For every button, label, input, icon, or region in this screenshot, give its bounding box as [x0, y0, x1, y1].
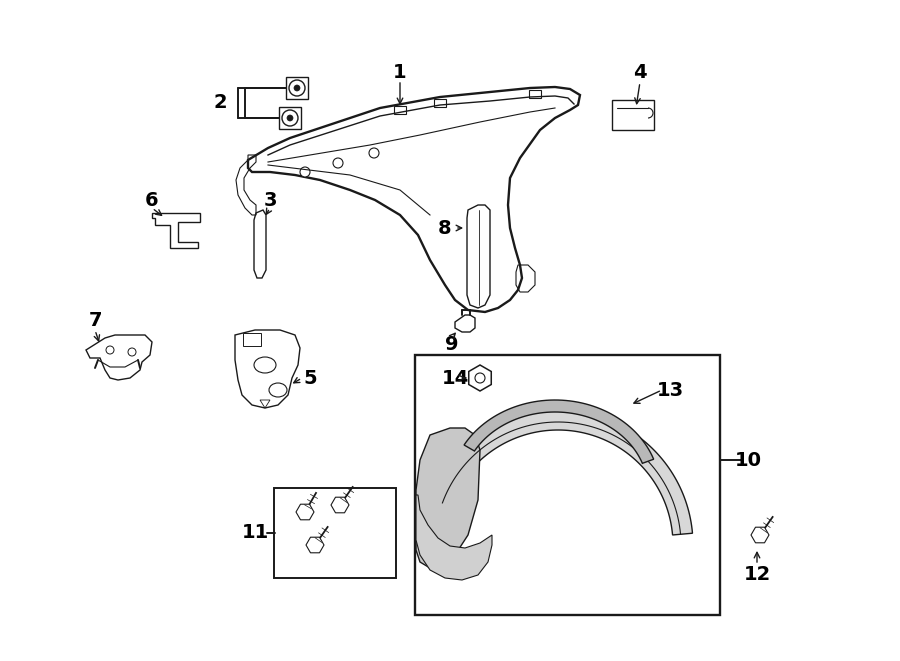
Ellipse shape: [254, 357, 276, 373]
Bar: [279, 107, 301, 129]
Bar: [529, 90, 541, 98]
Bar: [243, 333, 261, 346]
Bar: [612, 100, 654, 130]
Text: 11: 11: [241, 524, 268, 543]
Circle shape: [106, 346, 114, 354]
Polygon shape: [431, 410, 692, 535]
Bar: [274, 488, 396, 578]
Circle shape: [300, 167, 310, 177]
Text: 1: 1: [393, 63, 407, 81]
Circle shape: [333, 158, 343, 168]
Text: 2: 2: [213, 93, 227, 112]
Text: 10: 10: [734, 451, 761, 469]
Text: 12: 12: [743, 566, 770, 584]
Bar: [394, 106, 406, 114]
Text: 5: 5: [303, 368, 317, 387]
Circle shape: [369, 148, 379, 158]
Bar: [434, 99, 446, 107]
Text: 3: 3: [263, 190, 277, 210]
Bar: [286, 77, 308, 99]
Text: 9: 9: [446, 336, 459, 354]
Text: 8: 8: [438, 219, 452, 237]
Polygon shape: [416, 495, 492, 580]
Circle shape: [287, 115, 293, 121]
Circle shape: [289, 80, 305, 96]
Text: 7: 7: [88, 311, 102, 329]
Circle shape: [128, 348, 136, 356]
Text: 13: 13: [656, 381, 684, 399]
Polygon shape: [416, 428, 480, 568]
Circle shape: [475, 373, 485, 383]
Circle shape: [294, 85, 300, 91]
Polygon shape: [464, 400, 653, 463]
Ellipse shape: [269, 383, 287, 397]
Text: 6: 6: [145, 190, 158, 210]
Text: 4: 4: [634, 63, 647, 81]
Circle shape: [282, 110, 298, 126]
Text: 14: 14: [441, 368, 469, 387]
Bar: [415, 355, 720, 615]
